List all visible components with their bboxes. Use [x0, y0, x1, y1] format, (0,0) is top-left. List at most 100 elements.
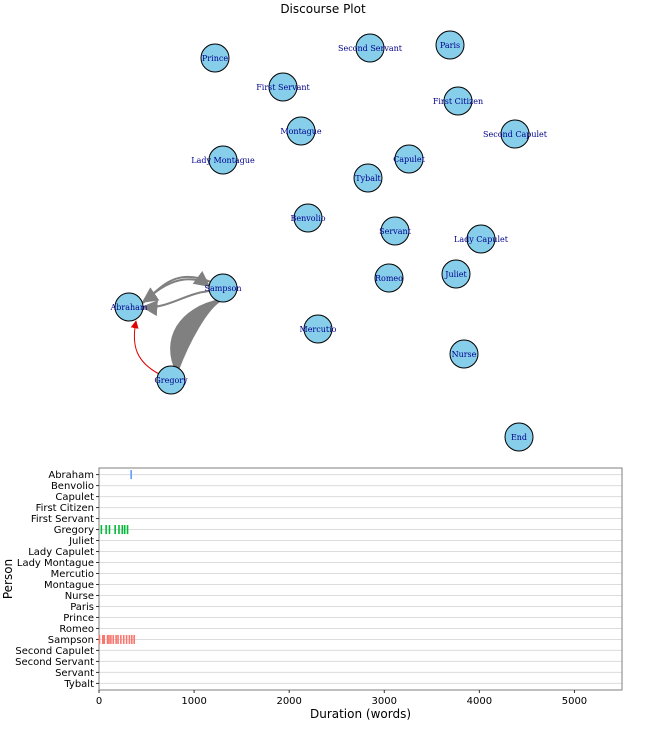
node-circle	[355, 33, 385, 63]
node-label: Second Capulet	[483, 130, 548, 139]
y-tick-label: Juliet	[68, 536, 94, 547]
node-label: Servant	[379, 227, 411, 236]
node-circle	[500, 119, 530, 149]
node-label: Tybalt	[355, 174, 381, 183]
network-title: Discourse Plot	[280, 2, 366, 16]
edge-gregory-sampson	[175, 299, 222, 373]
node-end: End	[504, 422, 534, 452]
node-circle	[114, 292, 144, 322]
node-juliet: Juliet	[441, 259, 471, 289]
node-label: Second Servant	[338, 44, 403, 53]
edge-sampson-abraham	[141, 290, 210, 317]
node-nurse: Nurse	[449, 339, 479, 369]
node-label: Lady Montague	[191, 156, 255, 165]
chart-panel-border	[98, 467, 623, 691]
x-tick-label: 1000	[181, 696, 206, 707]
node-circle	[374, 263, 404, 293]
network-edges	[130, 270, 222, 375]
y-tick-label: Romeo	[59, 624, 94, 635]
node-gregory: Gregory	[154, 365, 188, 395]
node-circle	[200, 43, 230, 73]
node-circle	[208, 273, 238, 303]
node-label: Capulet	[393, 155, 425, 164]
network-plot: Discourse Plot Prince Second Servant Paris…	[110, 2, 548, 452]
node-tybalt: Tybalt	[353, 163, 383, 193]
node-label: Mercutio	[300, 325, 337, 334]
edge-gregory-abraham	[130, 320, 160, 375]
node-label: Lady Capulet	[454, 235, 509, 244]
node-sampson: Sampson	[204, 273, 242, 303]
node-label: Romeo	[375, 274, 403, 283]
node-servant: Servant	[379, 216, 412, 246]
node-lady-montague: Lady Montague	[191, 145, 255, 175]
y-tick-label: Lady Capulet	[28, 547, 94, 558]
node-circle	[303, 314, 333, 344]
node-circle	[156, 365, 186, 395]
node-mercutio: Mercutio	[300, 314, 337, 344]
node-circle	[353, 163, 383, 193]
node-label: Juliet	[444, 270, 467, 279]
y-tick-label: Servant	[55, 668, 94, 679]
node-label: Sampson	[204, 284, 241, 293]
network-nodes: Prince Second Servant Paris First Servant Fi…	[110, 30, 548, 452]
y-tick-label: Mercutio	[51, 569, 94, 580]
y-tick-label: Tybalt	[63, 679, 94, 690]
node-label: First Citizen	[433, 97, 483, 106]
node-circle	[394, 144, 424, 174]
node-label: Nurse	[452, 350, 477, 359]
node-circle	[435, 30, 465, 60]
y-tick-label: First Citizen	[36, 503, 94, 514]
x-axis-title: Duration (words)	[310, 707, 411, 721]
node-circle	[380, 216, 410, 246]
node-circle	[268, 72, 298, 102]
node-circle	[208, 145, 238, 175]
edge-sampson-abraham-2	[141, 275, 212, 303]
node-label: Montague	[280, 127, 321, 136]
node-label: First Servant	[256, 83, 310, 92]
node-abraham: Abraham	[110, 292, 148, 322]
node-circle	[441, 259, 471, 289]
x-tick-label: 0	[96, 696, 102, 707]
y-tick-label: Benvolio	[51, 481, 94, 492]
y-tick-label: Paris	[70, 602, 94, 613]
node-romeo: Romeo	[374, 263, 404, 293]
node-first-servant: First Servant	[256, 72, 311, 102]
node-circle	[286, 116, 316, 146]
node-second-servant: Second Servant	[338, 33, 403, 63]
chart-gridlines	[99, 474, 622, 684]
node-label: Prince	[202, 54, 228, 63]
y-tick-label: Lady Montague	[17, 558, 94, 569]
node-montague: Montague	[280, 116, 322, 146]
edge-abraham-sampson	[142, 270, 211, 304]
node-prince: Prince	[200, 43, 230, 73]
y-tick-label: Abraham	[48, 470, 94, 481]
node-circle	[293, 203, 323, 233]
node-lady-capulet: Lady Capulet	[454, 224, 509, 254]
node-capulet: Capulet	[393, 144, 426, 174]
y-tick-label: Second Capulet	[15, 646, 94, 657]
node-label: Paris	[440, 41, 460, 50]
y-axis-title: Person	[1, 559, 15, 599]
node-label: Abraham	[110, 303, 148, 312]
y-tick-label: Montague	[44, 580, 94, 591]
node-label: Gregory	[154, 376, 188, 385]
node-circle	[504, 422, 534, 452]
node-label: Benvolio	[290, 214, 325, 223]
x-tick-label: 3000	[372, 696, 397, 707]
y-tick-label: Gregory	[54, 525, 94, 536]
y-tick-label: Prince	[63, 613, 94, 624]
duration-marks	[98, 470, 135, 644]
y-tick-label: Sampson	[48, 635, 94, 646]
node-second-capulet: Second Capulet	[483, 119, 548, 149]
node-benvolio: Benvolio	[290, 203, 326, 233]
y-tick-label: Nurse	[65, 591, 94, 602]
x-tick-label: 2000	[276, 696, 301, 707]
node-paris: Paris	[435, 30, 465, 60]
x-tick-label: 4000	[467, 696, 492, 707]
node-circle	[449, 339, 479, 369]
node-first-citizen: First Citizen	[433, 86, 483, 116]
y-tick-label: First Servant	[31, 514, 94, 525]
node-circle	[466, 224, 496, 254]
